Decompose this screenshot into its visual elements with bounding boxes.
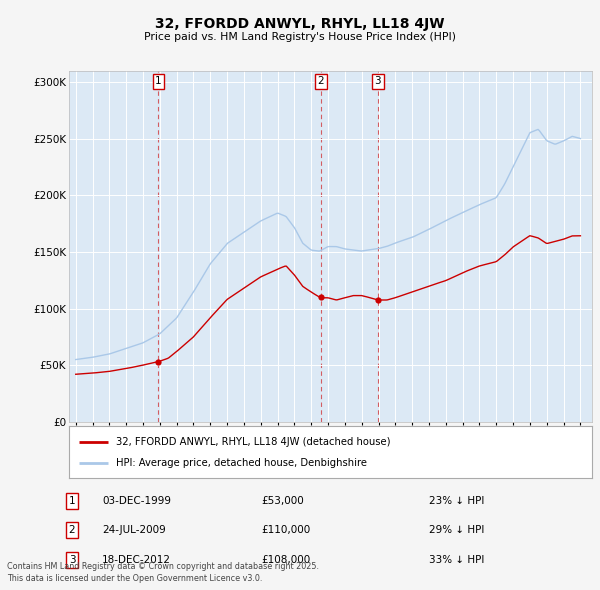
Text: 33% ↓ HPI: 33% ↓ HPI <box>429 555 484 565</box>
Text: 32, FFORDD ANWYL, RHYL, LL18 4JW (detached house): 32, FFORDD ANWYL, RHYL, LL18 4JW (detach… <box>116 437 391 447</box>
Text: 03-DEC-1999: 03-DEC-1999 <box>102 496 171 506</box>
Text: 3: 3 <box>374 77 381 87</box>
Text: 1: 1 <box>155 77 162 87</box>
Text: 29% ↓ HPI: 29% ↓ HPI <box>429 526 484 535</box>
Text: 3: 3 <box>68 555 76 565</box>
Text: 23% ↓ HPI: 23% ↓ HPI <box>429 496 484 506</box>
Text: 32, FFORDD ANWYL, RHYL, LL18 4JW: 32, FFORDD ANWYL, RHYL, LL18 4JW <box>155 17 445 31</box>
Text: 18-DEC-2012: 18-DEC-2012 <box>102 555 171 565</box>
Text: 1: 1 <box>68 496 76 506</box>
Text: 2: 2 <box>317 77 324 87</box>
Text: £53,000: £53,000 <box>261 496 304 506</box>
Text: 24-JUL-2009: 24-JUL-2009 <box>102 526 166 535</box>
Text: Price paid vs. HM Land Registry's House Price Index (HPI): Price paid vs. HM Land Registry's House … <box>144 32 456 42</box>
Text: £110,000: £110,000 <box>261 526 310 535</box>
Text: Contains HM Land Registry data © Crown copyright and database right 2025.
This d: Contains HM Land Registry data © Crown c… <box>7 562 319 583</box>
Text: 2: 2 <box>68 526 76 535</box>
Text: £108,000: £108,000 <box>261 555 310 565</box>
Text: HPI: Average price, detached house, Denbighshire: HPI: Average price, detached house, Denb… <box>116 458 367 468</box>
